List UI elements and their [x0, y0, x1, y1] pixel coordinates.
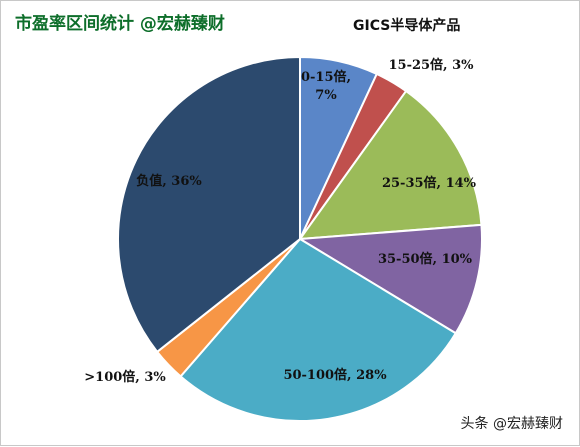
slice-label-3: 35-50倍, 10% [378, 251, 473, 267]
pie-slice-2 [297, 89, 483, 241]
pie-slice-3 [296, 223, 483, 335]
slice-label-6: 负值, 36% [136, 173, 202, 189]
slice-label-4: 50-100倍, 28% [283, 367, 387, 383]
slice-label-2: 25-35倍, 14% [382, 175, 477, 191]
watermark: 头条 @宏赫臻财 [460, 416, 563, 432]
slice-label-1: 15-25倍, 3% [388, 57, 474, 73]
slice-label-5: >100倍, 3% [84, 369, 166, 385]
page-title: 市盈率区间统计 @宏赫臻财 [15, 14, 225, 34]
pie-slice-4 [179, 237, 458, 423]
slice-label-0: 0-15倍, 7% [301, 69, 351, 103]
pie-slice-6 [116, 55, 301, 354]
chart-title: GICS半导体产品 [353, 18, 461, 34]
